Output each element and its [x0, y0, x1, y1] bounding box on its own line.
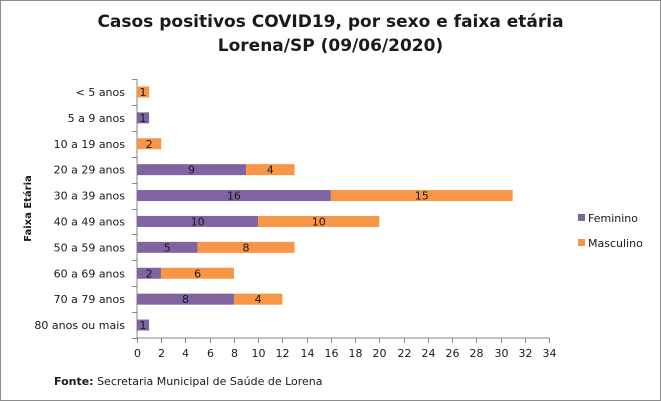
- title-line-1: Casos positivos COVID19, por sexo e faix…: [97, 12, 564, 32]
- data-label: 16: [227, 190, 241, 203]
- y-category-label: 40 a 49 anos: [54, 215, 126, 228]
- x-tick-label: 28: [470, 347, 484, 360]
- y-category-label: 10 a 19 anos: [54, 138, 126, 151]
- data-label: 8: [182, 293, 189, 306]
- legend-swatch-masculino: [578, 239, 585, 246]
- y-category-label: < 5 anos: [76, 86, 126, 99]
- x-tick-label: 22: [398, 347, 412, 360]
- x-tick-label: 4: [182, 347, 189, 360]
- legend-label-feminino: Feminino: [588, 212, 638, 225]
- chart-title: Casos positivos COVID19, por sexo e faix…: [0, 10, 661, 58]
- y-axis-title: Faixa Etária: [22, 175, 34, 242]
- data-label: 6: [194, 267, 201, 280]
- data-label: 9: [188, 164, 195, 177]
- x-tick-label: 16: [325, 347, 339, 360]
- y-category-label: 80 anos ou mais: [34, 319, 125, 332]
- bar-masculino: [246, 164, 295, 176]
- x-tick-label: 18: [349, 347, 363, 360]
- data-label: 2: [146, 267, 153, 280]
- data-label: 4: [267, 164, 274, 177]
- x-tick-label: 34: [543, 347, 557, 360]
- x-tick-label: 10: [252, 347, 266, 360]
- data-label: 15: [415, 190, 429, 203]
- y-category-label: 30 a 39 anos: [54, 190, 126, 203]
- bar-feminino: [137, 267, 162, 279]
- x-tick-label: 30: [495, 347, 509, 360]
- y-category-label: 70 a 79 anos: [54, 293, 126, 306]
- source-note: Fonte: Secretaria Municipal de Saúde de …: [54, 375, 323, 388]
- x-tick-label: 0: [134, 347, 141, 360]
- data-label: 8: [243, 241, 250, 254]
- bar-feminino: [137, 215, 259, 227]
- bar-feminino: [137, 319, 150, 331]
- x-tick-label: 8: [231, 347, 238, 360]
- x-tick-label: 20: [373, 347, 387, 360]
- legend-label-masculino: Masculino: [588, 237, 643, 250]
- data-label: 10: [191, 215, 205, 228]
- data-label: 10: [312, 215, 326, 228]
- bar-masculino: [197, 241, 295, 253]
- y-category-label: 50 a 59 anos: [54, 241, 126, 254]
- bar-feminino: [137, 241, 198, 253]
- data-label: 4: [255, 293, 262, 306]
- legend-swatch-feminino: [578, 214, 585, 221]
- bar-masculino: [233, 293, 283, 305]
- x-tick-label: 24: [422, 347, 436, 360]
- x-tick-label: 32: [519, 347, 533, 360]
- data-label: 5: [164, 241, 171, 254]
- data-label: 1: [140, 112, 147, 125]
- x-tick-label: 14: [301, 347, 315, 360]
- bar-feminino: [137, 293, 234, 305]
- title-line-2: Lorena/SP (09/06/2020): [217, 36, 444, 56]
- bar-masculino: [258, 215, 380, 227]
- y-category-label: 5 a 9 anos: [68, 112, 126, 125]
- source-text: Secretaria Municipal de Saúde de Lorena: [93, 375, 323, 388]
- x-tick-label: 12: [276, 347, 290, 360]
- x-tick-label: 26: [446, 347, 460, 360]
- y-category-label: 20 a 29 anos: [54, 164, 126, 177]
- source-prefix: Fonte:: [54, 375, 94, 388]
- bar-masculino: [161, 267, 234, 279]
- y-category-label: 60 a 69 anos: [54, 267, 126, 280]
- data-label: 1: [140, 86, 147, 99]
- bar-masculino: [137, 86, 150, 98]
- bar-feminino: [137, 164, 247, 176]
- bar-feminino: [137, 112, 150, 124]
- bar-masculino: [330, 190, 513, 202]
- data-label: 1: [140, 319, 147, 332]
- x-tick-label: 2: [158, 347, 165, 360]
- data-label: 2: [146, 138, 153, 151]
- bar-masculino: [137, 138, 162, 150]
- x-tick-label: 6: [207, 347, 214, 360]
- bar-feminino: [137, 190, 331, 202]
